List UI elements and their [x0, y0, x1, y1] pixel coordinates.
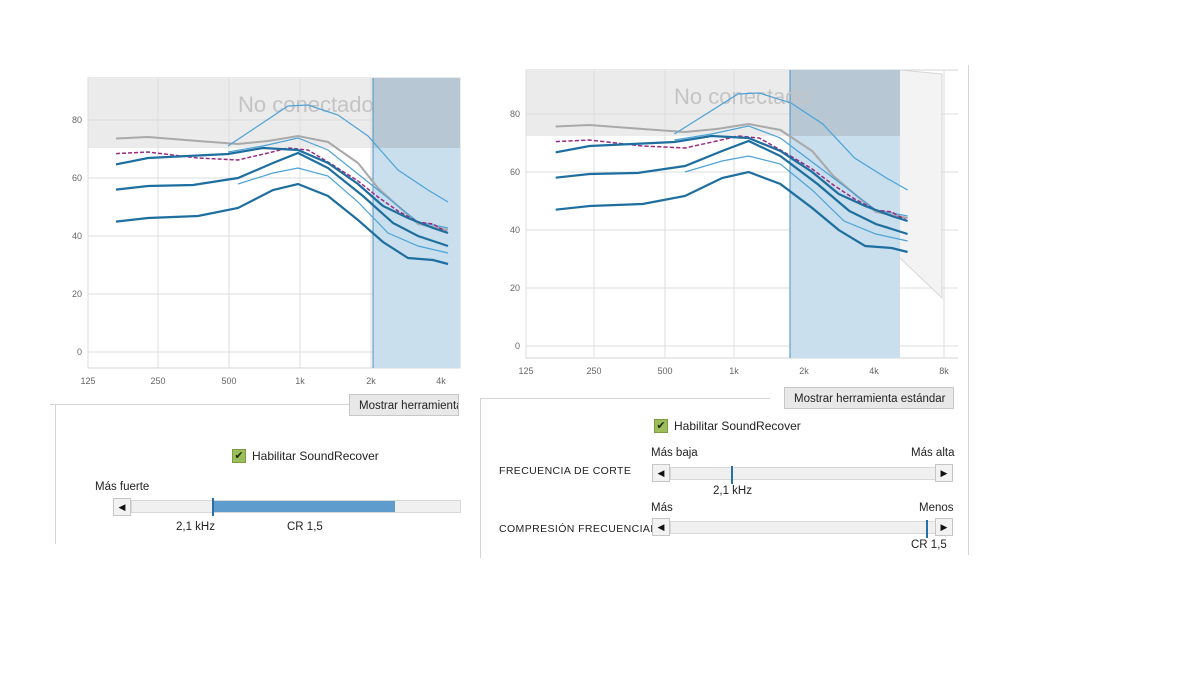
x-tick-label: 500 [657, 366, 672, 376]
x-tick-label: 4k [436, 376, 446, 386]
target-loud-curve [674, 92, 908, 191]
x-tick-label: 125 [518, 366, 533, 376]
y-tick-label: 80 [72, 115, 82, 125]
target-soft-curve [237, 167, 449, 254]
right-divider-h [480, 398, 770, 399]
right-divider-v [480, 398, 481, 558]
right-chart: No conectado 80 60 40 20 0 125 250 500 1k 2k 4k 8k [498, 62, 958, 380]
x-tick-label: 2k [366, 376, 376, 386]
show-standard-tool-button[interactable]: Mostrar herramienta estándar [784, 387, 954, 409]
enable-soundrecover-row-right[interactable]: ✔ Habilitar SoundRecover [654, 419, 801, 433]
soundrecover-region-top [373, 78, 460, 148]
cutoff-value: 2,1 kHz [713, 485, 752, 497]
y-tick-label: 60 [72, 173, 82, 183]
outside-region [899, 69, 943, 300]
cutoff-slider-track[interactable] [670, 467, 936, 480]
y-tick-label: 40 [510, 225, 520, 235]
x-tick-label: 500 [221, 376, 236, 386]
enable-soundrecover-row[interactable]: ✔ Habilitar SoundRecover [232, 449, 379, 463]
target-medium-curve [227, 137, 449, 229]
mpo-curve [116, 147, 449, 234]
y-tick-label: 0 [77, 347, 82, 357]
x-tick-label: 250 [150, 376, 165, 386]
left-panel: No conectado 80 60 40 20 0 125 250 500 1k 2k 4k Mos… [0, 0, 470, 560]
enable-soundrecover-label: Habilitar SoundRecover [252, 449, 379, 463]
plot-root: No conectado 80 60 40 20 0 125 250 500 1k 2k 4k [72, 77, 461, 386]
x-tick-label: 2k [799, 366, 809, 376]
arrow-right-icon[interactable]: ▶ [935, 518, 953, 536]
y-tick-label: 20 [510, 283, 520, 293]
target-loud-curve [227, 104, 449, 203]
arrow-left-icon[interactable]: ◀ [652, 464, 670, 482]
x-tick-label: 1k [295, 376, 305, 386]
y-tick-label: 80 [510, 109, 520, 119]
output-soft-curve [555, 170, 908, 254]
output-loud-curve [555, 134, 908, 223]
target-medium-curve [674, 125, 908, 217]
cutoff-low-label: Más baja [651, 447, 698, 459]
cutoff-marker[interactable] [212, 498, 214, 516]
output-loud-curve [116, 146, 449, 235]
left-divider-v [55, 404, 56, 544]
mpo-curve [555, 135, 909, 222]
compression-more-label: Más [651, 502, 673, 514]
curve-group [116, 104, 449, 266]
y-tick-label: 20 [72, 289, 82, 299]
check-icon[interactable]: ✔ [654, 419, 668, 433]
left-response-plot: No conectado 80 60 40 20 0 125 250 500 1k 2k 4k [72, 77, 461, 386]
plot-root: No conectado 80 60 40 20 0 125 250 500 1k 2k 4k 8k [510, 69, 958, 376]
soundrecover-region-top [790, 70, 900, 136]
x-tick-label: 8k [939, 366, 949, 376]
x-tick-label: 4k [869, 366, 879, 376]
curve-group [555, 92, 909, 254]
output-medium-curve [555, 139, 908, 236]
cutoff-slider-marker[interactable] [731, 466, 733, 484]
left-cutoff-value: 2,1 kHz [176, 521, 215, 533]
compression-slider-track[interactable] [670, 521, 936, 534]
right-divider-edge [968, 65, 969, 555]
compression-value: CR 1,5 [911, 539, 947, 551]
watermark-text: No conectado [238, 92, 374, 117]
enable-soundrecover-label-right: Habilitar SoundRecover [674, 419, 801, 433]
compression-less-label: Menos [919, 502, 954, 514]
right-panel: No conectado 80 60 40 20 0 125 250 500 1k 2k 4k 8k M… [470, 0, 980, 560]
x-tick-label: 1k [729, 366, 739, 376]
arrow-left-icon[interactable]: ◀ [113, 498, 131, 516]
show-tool-button[interactable]: Mostrar herramienta [349, 394, 459, 416]
arrow-right-icon[interactable]: ▶ [935, 464, 953, 482]
cutoff-high-label: Más alta [911, 447, 955, 459]
y-tick-label: 0 [515, 341, 520, 351]
compression-title: COMPRESIÓN FRECUENCIAL [499, 523, 657, 535]
strength-slider-fill [214, 501, 395, 512]
x-tick-label: 250 [586, 366, 601, 376]
target-soft-curve [684, 155, 908, 242]
output-soft-curve [116, 182, 449, 266]
left-ratio-value: CR 1,5 [287, 521, 323, 533]
left-divider-h [50, 404, 350, 405]
right-response-plot: No conectado 80 60 40 20 0 125 250 500 1k 2k 4k 8k [510, 69, 958, 376]
x-tick-label: 125 [80, 376, 95, 386]
y-tick-label: 40 [72, 231, 82, 241]
arrow-left-icon[interactable]: ◀ [652, 518, 670, 536]
check-icon[interactable]: ✔ [232, 449, 246, 463]
output-medium-curve [116, 151, 449, 248]
strength-label: Más fuerte [95, 481, 150, 493]
compression-slider-marker[interactable] [926, 520, 928, 538]
cutoff-title: FRECUENCIA DE CORTE [499, 465, 632, 477]
left-chart: No conectado 80 60 40 20 0 125 250 500 1k 2k 4k [60, 70, 470, 390]
watermark-text: No conectado [674, 84, 810, 109]
y-tick-label: 60 [510, 167, 520, 177]
